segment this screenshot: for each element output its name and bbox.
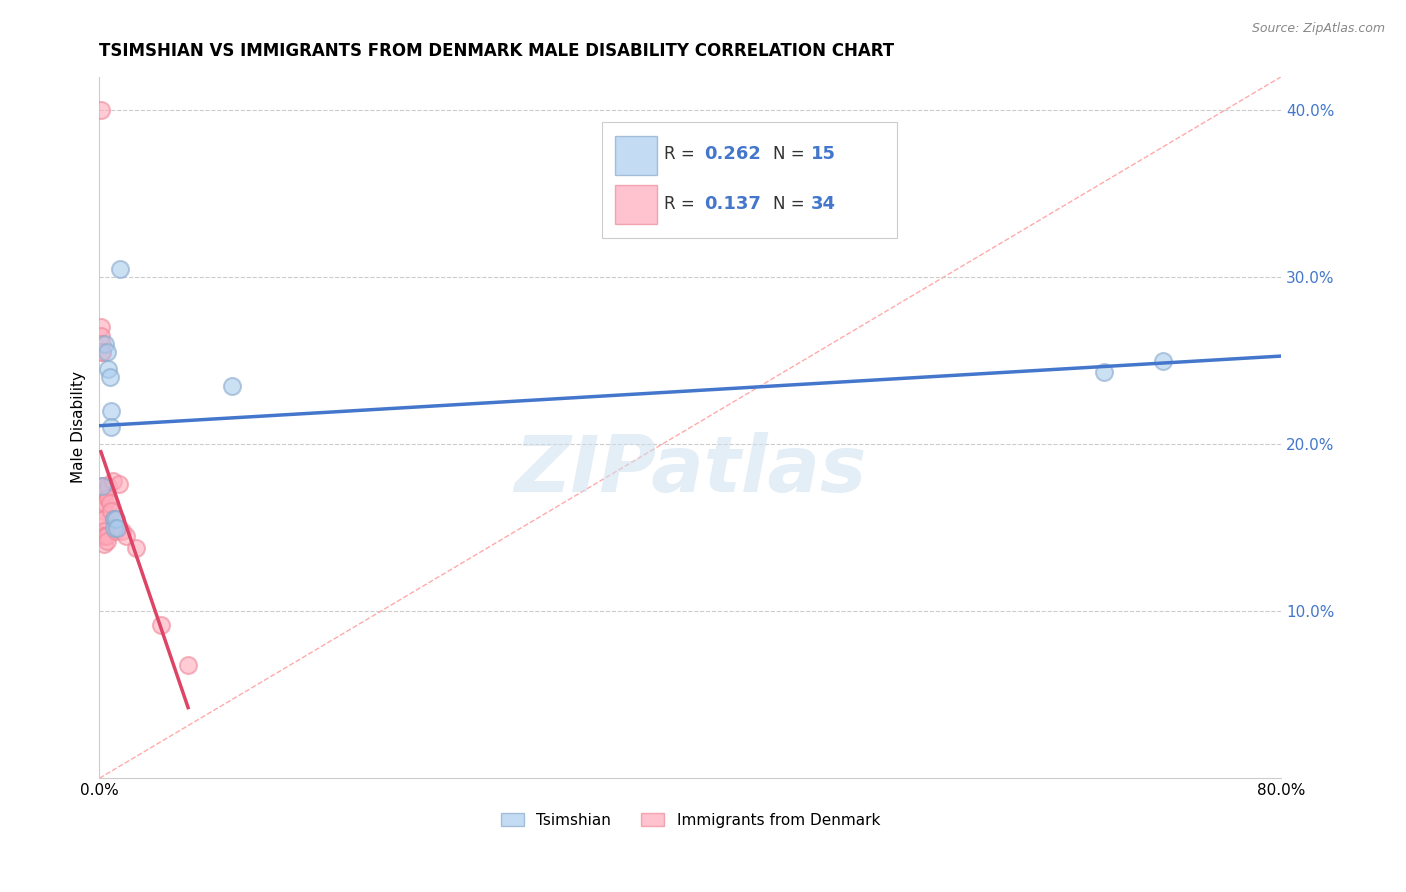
Point [1152, 353, 1174, 368]
Point [98, 495, 121, 509]
Point [97, 362, 120, 376]
Point [94, 337, 117, 351]
Text: 34: 34 [811, 195, 837, 213]
Legend: Tsimshian, Immigrants from Denmark: Tsimshian, Immigrants from Denmark [495, 806, 886, 834]
Point [107, 477, 129, 491]
Point [101, 474, 124, 488]
Point [96, 345, 118, 359]
Y-axis label: Male Disability: Male Disability [72, 371, 86, 483]
Point [94, 495, 117, 509]
Point [96, 529, 118, 543]
Point [105, 521, 128, 535]
Text: R =: R = [665, 145, 700, 162]
Point [90, 103, 112, 117]
Point [97, 479, 120, 493]
Point [103, 521, 125, 535]
Text: ZIPatlas: ZIPatlas [515, 432, 866, 508]
Point [103, 512, 125, 526]
FancyBboxPatch shape [614, 185, 658, 224]
Point [221, 378, 243, 392]
Point [93, 504, 115, 518]
Point [103, 512, 125, 526]
FancyBboxPatch shape [614, 136, 658, 175]
Point [91, 345, 114, 359]
Point [125, 541, 148, 555]
Point [110, 524, 132, 538]
Point [104, 524, 127, 538]
Point [100, 420, 122, 434]
Point [91, 479, 114, 493]
Point [96, 534, 118, 549]
Point [91, 487, 114, 501]
Point [91, 479, 114, 493]
Point [93, 529, 115, 543]
Text: 0.137: 0.137 [704, 195, 762, 213]
Point [104, 512, 127, 526]
Point [93, 487, 115, 501]
Text: R =: R = [665, 195, 700, 213]
Point [94, 529, 117, 543]
Text: N =: N = [773, 145, 810, 162]
Point [98, 370, 121, 384]
Point [90, 328, 112, 343]
Point [108, 261, 131, 276]
Text: N =: N = [773, 195, 810, 213]
Point [91, 337, 114, 351]
Point [150, 617, 173, 632]
Point [93, 479, 115, 493]
Point [93, 512, 115, 526]
Text: TSIMSHIAN VS IMMIGRANTS FROM DENMARK MALE DISABILITY CORRELATION CHART: TSIMSHIAN VS IMMIGRANTS FROM DENMARK MAL… [100, 42, 894, 60]
Point [100, 403, 122, 417]
Point [177, 657, 200, 672]
Point [93, 524, 115, 538]
Text: Source: ZipAtlas.com: Source: ZipAtlas.com [1251, 22, 1385, 36]
Text: 0.262: 0.262 [704, 145, 762, 162]
Point [91, 345, 114, 359]
Point [100, 504, 122, 518]
Point [93, 512, 115, 526]
Point [93, 537, 115, 551]
Point [90, 320, 112, 334]
Point [97, 491, 120, 505]
FancyBboxPatch shape [602, 122, 897, 238]
Point [94, 483, 117, 498]
Point [115, 529, 138, 543]
Text: 15: 15 [811, 145, 837, 162]
Point [1092, 365, 1115, 379]
